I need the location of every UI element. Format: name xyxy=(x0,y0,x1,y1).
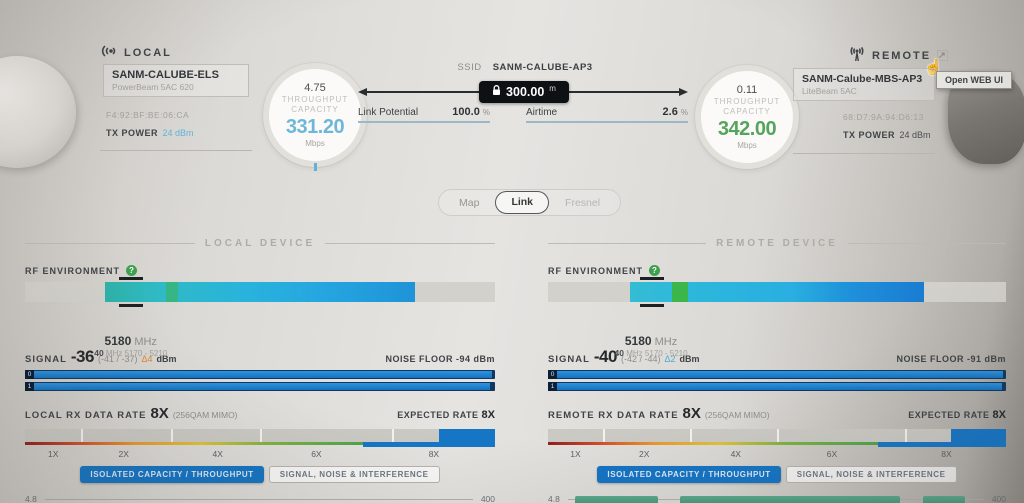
local-gauge-label: THROUGHPUT CAPACITY xyxy=(281,95,349,114)
open-web-ui-tooltip: Open WEB UI xyxy=(936,71,1012,89)
link-arrow-left xyxy=(358,88,367,96)
airtime-value: 2.6 % xyxy=(662,106,688,118)
local-gauge-value: 331.20 xyxy=(285,116,345,138)
ssid-label: SSID xyxy=(457,62,482,73)
throughput-chart-peek xyxy=(923,496,965,503)
local-rate-bar xyxy=(25,429,495,447)
remote-throughput-gauge: 0.11 THROUGHPUT CAPACITY 342.00 Mbps xyxy=(695,65,799,169)
local-tx-power: TX POWER 24 dBm xyxy=(106,123,194,141)
remote-gauge-unit: Mbps xyxy=(737,141,757,150)
local-signal: SIGNAL -36 (-41 / -37) Δ4 dBm xyxy=(25,347,177,366)
ssid-value: SANM-CALUBE-AP3 xyxy=(492,62,593,73)
remote-gauge-label: THROUGHPUT CAPACITY xyxy=(713,97,781,116)
remote-signal-delta: Δ2 xyxy=(664,354,676,364)
local-device-panel: LOCAL DEVICE RF ENVIRONMENT ? 5180 MHz 4… xyxy=(25,238,495,503)
remote-rf-label: RF ENVIRONMENT xyxy=(548,265,643,276)
remote-channel-marker xyxy=(639,277,664,307)
tab-link[interactable]: Link xyxy=(495,191,550,214)
remote-device-name: SANM-Calube-MBS-AP3 xyxy=(802,73,923,85)
tab-map[interactable]: Map xyxy=(459,196,480,209)
remote-section-header: REMOTE ↗ xyxy=(848,46,949,65)
local-signal-noise-button[interactable]: SIGNAL, NOISE & INTERFERENCE xyxy=(268,466,440,483)
link-potential-value: 100.0 % xyxy=(452,106,490,118)
local-noise-floor: NOISE FLOOR -94 dBm xyxy=(385,354,495,364)
distance-pill[interactable]: 300.00 m xyxy=(479,81,569,103)
local-section-label: LOCAL xyxy=(124,46,172,59)
throughput-chart-peek xyxy=(680,496,900,503)
remote-rx-data-rate: REMOTE RX DATA RATE 8X (256QAM MIMO) xyxy=(548,405,770,422)
local-channel-marker xyxy=(119,277,143,307)
throughput-chart-peek xyxy=(575,496,658,503)
remote-device-box: SANM-Calube-MBS-AP3 LiteBeam 5AC xyxy=(793,68,935,101)
local-rate-ticks: 1X 2X 4X 6X 8X xyxy=(47,449,440,459)
link-potential: Link Potential 100.0 % xyxy=(358,106,490,123)
remote-tx-power-label: TX POWER xyxy=(843,130,896,140)
airtime-label: Airtime xyxy=(526,107,558,118)
link-potential-underline xyxy=(358,121,490,123)
view-tabs: Map Link Fresnel xyxy=(438,189,622,216)
local-rf-label: RF ENVIRONMENT xyxy=(25,265,120,276)
ssid-row: SSID SANM-CALUBE-AP3 xyxy=(360,62,690,73)
remote-tower-icon xyxy=(848,46,866,65)
local-chain1-bar: 1 xyxy=(25,382,495,391)
local-device-box: SANM-CALUBE-ELS PowerBeam 5AC 620 xyxy=(103,64,249,97)
remote-tx-power: TX POWER 24 dBm xyxy=(843,125,931,143)
remote-rf-help-icon[interactable]: ? xyxy=(649,265,660,276)
remote-divider xyxy=(793,153,935,154)
remote-device-panel: REMOTE DEVICE RF ENVIRONMENT ? 5180 MHz … xyxy=(548,238,1007,503)
lock-icon xyxy=(492,85,501,99)
local-gauge-tick xyxy=(314,163,317,171)
remote-panel-title: REMOTE DEVICE xyxy=(548,238,1007,249)
local-tx-power-label: TX POWER xyxy=(106,128,159,138)
remote-chain0-bar: 0 xyxy=(548,370,1006,379)
remote-noise-floor: NOISE FLOOR -91 dBm xyxy=(896,354,1006,364)
local-throughput-gauge: 4.75 THROUGHPUT CAPACITY 331.20 Mbps xyxy=(263,63,367,167)
local-spectrum-bar[interactable] xyxy=(25,277,495,307)
local-frequency: 5180 MHz 40 MHz 5170 - 5210 xyxy=(94,334,168,358)
local-divider xyxy=(100,150,252,151)
airtime-underline xyxy=(526,121,688,123)
local-radio-icon xyxy=(100,44,118,61)
remote-rate-bar xyxy=(548,429,1006,447)
open-web-ui-icon[interactable]: ↗ xyxy=(937,50,949,61)
local-chain0-bar: 0 xyxy=(25,370,495,379)
local-rf-help-icon[interactable]: ? xyxy=(126,265,137,276)
local-chart-axis: 4.8 400 xyxy=(25,494,495,503)
remote-tx-power-value: 24 dBm xyxy=(899,130,931,140)
link-potential-label: Link Potential xyxy=(358,107,419,118)
distance-unit: m xyxy=(549,84,556,93)
remote-chain1-bar: 1 xyxy=(548,382,1006,391)
remote-mac: 68:D7:9A:94:D6:13 xyxy=(843,112,924,122)
remote-isolated-capacity-button[interactable]: ISOLATED CAPACITY / THROUGHPUT xyxy=(597,466,781,483)
local-mac: F4:92:BF:BE:06:CA xyxy=(106,110,190,120)
remote-expected-rate: EXPECTED RATE 8X xyxy=(908,409,1006,421)
distance-value: 300.00 xyxy=(506,85,545,99)
local-gauge-top-value: 4.75 xyxy=(304,82,326,94)
link-arrow-right xyxy=(679,88,688,96)
local-device-name: SANM-CALUBE-ELS xyxy=(112,69,219,81)
remote-frequency: 5180 MHz 40 MHz 5170 - 5210 xyxy=(614,334,688,358)
local-panel-title: LOCAL DEVICE xyxy=(25,238,495,249)
local-gauge-unit: Mbps xyxy=(305,139,325,148)
local-rx-data-rate: LOCAL RX DATA RATE 8X (256QAM MIMO) xyxy=(25,405,238,422)
local-section-header: LOCAL xyxy=(100,44,172,61)
local-signal-delta: Δ4 xyxy=(141,354,153,364)
local-isolated-capacity-button[interactable]: ISOLATED CAPACITY / THROUGHPUT xyxy=(80,466,264,483)
remote-signal: SIGNAL -40 (-42 / -44) Δ2 dBm xyxy=(548,347,700,366)
local-expected-rate: EXPECTED RATE 8X xyxy=(397,409,495,421)
remote-signal-noise-button[interactable]: SIGNAL, NOISE & INTERFERENCE xyxy=(785,466,957,483)
remote-gauge-top-value: 0.11 xyxy=(736,84,758,96)
remote-section-label: REMOTE xyxy=(872,49,932,62)
local-device-model: PowerBeam 5AC 620 xyxy=(112,82,194,92)
tab-fresnel[interactable]: Fresnel xyxy=(565,196,601,209)
remote-device-model: LiteBeam 5AC xyxy=(802,86,857,96)
remote-gauge-value: 342.00 xyxy=(717,118,777,140)
local-tx-power-value: 24 dBm xyxy=(162,128,194,138)
airtime: Airtime 2.6 % xyxy=(526,106,688,123)
remote-rate-ticks: 1X 2X 4X 6X 8X xyxy=(570,449,952,459)
local-device-photo xyxy=(0,56,76,168)
remote-spectrum-bar[interactable] xyxy=(548,277,1006,307)
